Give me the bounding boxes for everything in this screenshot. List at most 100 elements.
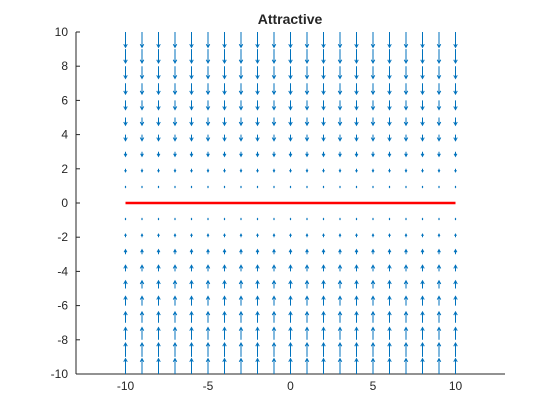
quiver-arrow — [173, 168, 177, 173]
quiver-head — [403, 106, 409, 111]
quiver-head — [139, 106, 145, 111]
quiver-head — [304, 43, 310, 49]
quiver-arrow — [123, 326, 128, 340]
quiver-arrow — [420, 295, 425, 306]
quiver-head — [271, 106, 277, 111]
quiver-arrow — [337, 49, 343, 64]
quiver-head — [404, 233, 408, 237]
quiver-arrow — [321, 279, 326, 289]
quiver-arrow — [387, 342, 392, 357]
quiver-head — [321, 106, 326, 111]
quiver-head — [337, 295, 343, 300]
quiver-head — [172, 121, 178, 127]
quiver-arrow — [305, 248, 309, 255]
quiver-head — [354, 326, 359, 331]
quiver-head — [322, 233, 325, 237]
quiver-arrow — [305, 233, 309, 238]
quiver-arrow — [140, 248, 144, 255]
quiver-head — [388, 217, 391, 220]
quiver-head — [238, 279, 244, 285]
quiver-head — [453, 248, 458, 253]
quiver-arrow — [370, 83, 376, 96]
quiver-head — [420, 248, 425, 253]
quiver-head — [321, 279, 326, 285]
quiver-arrow — [354, 151, 359, 158]
quiver-head — [403, 59, 409, 64]
quiver-arrow — [271, 279, 277, 289]
quiver-head — [205, 90, 211, 96]
quiver-head — [420, 342, 425, 347]
quiver-head — [436, 106, 442, 111]
quiver-arrow — [453, 264, 458, 272]
quiver-arrow — [420, 32, 425, 49]
x-tick-label: -5 — [203, 379, 214, 393]
quiver-arrow — [337, 83, 343, 96]
quiver-head — [337, 43, 343, 49]
quiver-arrow — [403, 117, 409, 127]
quiver-arrow — [206, 151, 210, 158]
quiver-head — [123, 295, 128, 300]
quiver-head — [139, 357, 145, 363]
quiver-head — [288, 75, 293, 80]
quiver-arrow — [174, 217, 176, 221]
quiver-arrow — [387, 134, 392, 142]
quiver-arrow — [387, 66, 392, 80]
quiver-arrow — [222, 357, 227, 374]
quiver-arrow — [322, 168, 325, 173]
quiver-arrow — [223, 185, 226, 189]
quiver-arrow — [156, 66, 161, 80]
quiver-arrow — [403, 264, 409, 272]
quiver-arrow — [238, 357, 244, 374]
quiver-arrow — [355, 233, 358, 238]
quiver-head — [420, 295, 425, 300]
quiver-head — [272, 153, 276, 158]
quiver-arrow — [438, 217, 440, 221]
quiver-head — [387, 121, 392, 127]
tick-labels: -10 -5 0 5 10 -10 -8 -6 -4 -2 0 2 4 6 8 10 — [51, 25, 463, 393]
quiver-arrow — [139, 117, 145, 127]
quiver-head — [453, 153, 458, 158]
quiver-arrow — [453, 117, 458, 127]
quiver-arrow — [388, 185, 391, 189]
quiver-arrow — [189, 342, 194, 357]
quiver-arrow — [337, 295, 343, 306]
quiver-head — [222, 90, 227, 96]
quiver-head — [354, 279, 359, 285]
quiver-head — [271, 326, 277, 331]
quiver-arrow — [339, 217, 341, 221]
quiver-head — [421, 169, 424, 173]
quiver-head — [223, 233, 226, 237]
quiver-arrow — [255, 264, 260, 272]
quiver-head — [453, 310, 458, 316]
quiver-head — [205, 43, 211, 49]
quiver-head — [238, 357, 244, 363]
quiver-arrow — [189, 295, 194, 306]
quiver-arrow — [289, 233, 292, 238]
y-tick-label: 2 — [61, 162, 68, 176]
quiver-arrow — [421, 168, 424, 173]
quiver-arrow — [354, 49, 359, 64]
quiver-arrow — [354, 248, 359, 255]
quiver-head — [123, 106, 128, 111]
quiver-head — [321, 310, 326, 316]
quiver-head — [141, 217, 143, 220]
quiver-head — [436, 357, 442, 363]
quiver-arrow — [453, 100, 458, 111]
quiver-arrow — [403, 279, 409, 289]
quiver-head — [354, 264, 359, 269]
quiver-head — [124, 169, 127, 173]
quiver-head — [223, 186, 226, 189]
quiver-arrow — [321, 49, 326, 64]
quiver-arrow — [453, 357, 458, 374]
quiver-arrow — [172, 279, 178, 289]
quiver-head — [172, 279, 178, 285]
quiver-arrow — [223, 233, 226, 238]
quiver-arrow — [238, 83, 244, 96]
quiver-head — [156, 75, 161, 80]
quiver-arrow — [454, 185, 457, 189]
quiver-arrow — [288, 49, 293, 64]
quiver-arrow — [370, 357, 376, 374]
quiver-arrow — [139, 357, 145, 374]
quiver-arrow — [420, 326, 425, 340]
quiver-arrow — [288, 32, 293, 49]
